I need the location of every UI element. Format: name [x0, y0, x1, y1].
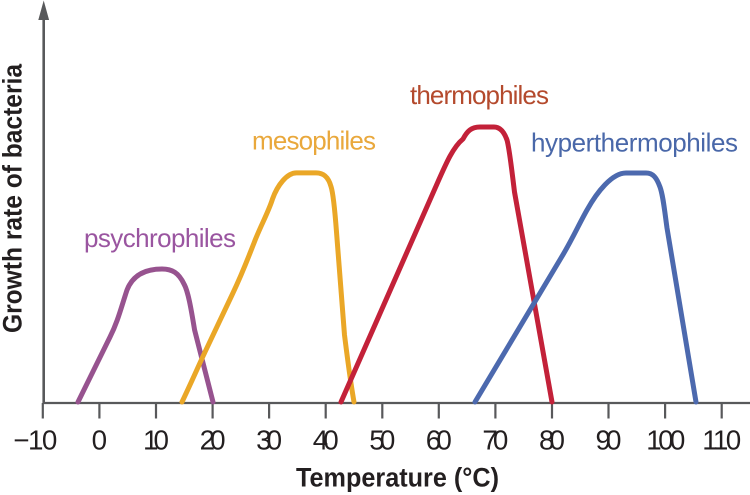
svg-text:40: 40: [313, 425, 339, 456]
svg-text:20: 20: [200, 425, 226, 456]
svg-text:−10: −10: [13, 425, 57, 456]
svg-text:80: 80: [539, 425, 565, 456]
svg-text:Growth rate of bacteria: Growth rate of bacteria: [0, 64, 28, 333]
svg-text:110: 110: [702, 425, 741, 456]
svg-text:50: 50: [369, 425, 395, 456]
svg-text:10: 10: [143, 425, 169, 456]
svg-text:100: 100: [646, 425, 685, 456]
svg-text:60: 60: [426, 425, 452, 456]
svg-text:Temperature (°C): Temperature (°C): [296, 462, 499, 492]
svg-text:hyperthermophiles: hyperthermophiles: [531, 128, 738, 158]
svg-text:0: 0: [92, 425, 107, 456]
svg-text:90: 90: [596, 425, 622, 456]
svg-text:psychrophiles: psychrophiles: [84, 223, 236, 253]
svg-text:70: 70: [482, 425, 508, 456]
svg-text:thermophiles: thermophiles: [410, 80, 549, 110]
svg-text:mesophiles: mesophiles: [252, 126, 376, 156]
svg-text:30: 30: [256, 425, 282, 456]
